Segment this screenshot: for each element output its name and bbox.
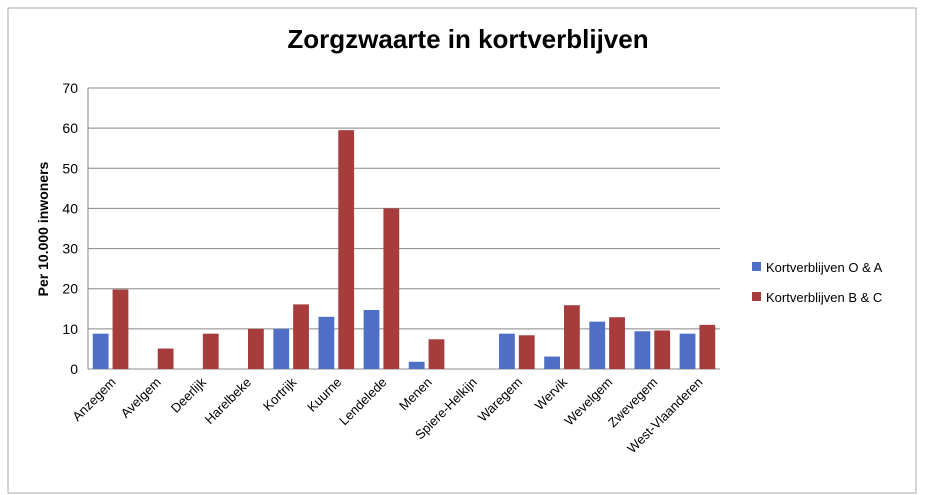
legend-swatch [752,262,761,271]
bar [248,328,264,369]
bar [499,333,515,369]
legend-swatch [752,292,761,301]
chart-frame [7,7,917,494]
bar [564,305,580,369]
bar [679,333,696,369]
y-tick-label: 30 [62,241,78,257]
bar [157,348,174,369]
bar [544,356,560,369]
y-tick-label: 0 [70,361,78,377]
bar [112,289,129,369]
bar [699,324,716,369]
bar [273,328,290,369]
y-tick-label: 60 [62,120,78,136]
bar [518,335,535,369]
bar [202,333,219,369]
bar [634,331,651,369]
bar [654,330,671,369]
y-tick-label: 40 [62,200,78,216]
legend-label: Kortverblijven O & A [766,260,883,275]
legend-label: Kortverblijven B & C [766,290,882,305]
bar [92,333,109,369]
chart-title: Zorgzwaarte in kortverblijven [287,24,648,54]
bar [428,339,445,369]
bar [293,304,309,369]
bar [383,208,400,369]
bar [589,321,606,369]
y-tick-label: 70 [62,80,78,96]
bar [363,309,380,369]
bar [609,317,625,369]
bar [408,361,425,369]
y-tick-label: 20 [62,281,78,297]
y-tick-label: 50 [62,160,78,176]
bar [338,130,355,369]
bar [318,316,335,369]
y-tick-label: 10 [62,321,78,337]
y-axis-title: Per 10.000 inwoners [35,161,51,296]
